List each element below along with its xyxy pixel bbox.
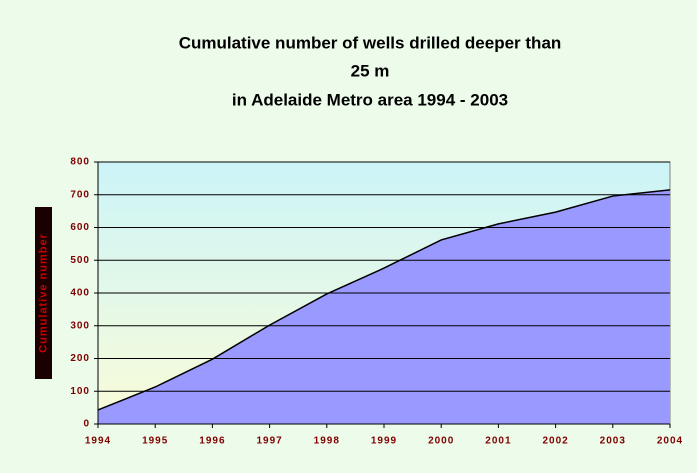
- x-tick-label: 1997: [256, 436, 282, 447]
- chart-title: in Adelaide Metro area 1994 - 2003: [232, 90, 508, 109]
- y-tick-label: 400: [70, 288, 90, 299]
- x-tick-label: 1998: [314, 436, 340, 447]
- y-tick-label: 800: [70, 157, 90, 168]
- y-tick-label: 700: [70, 189, 90, 200]
- x-tick-label: 2000: [428, 436, 454, 447]
- y-tick-label: 300: [70, 320, 90, 331]
- y-tick-label: 600: [70, 222, 90, 233]
- chart-title: Cumulative number of wells drilled deepe…: [179, 33, 562, 52]
- plot: [97, 161, 671, 425]
- x-tick-label: 2003: [600, 436, 626, 447]
- y-tick-label: 500: [70, 255, 90, 266]
- area: [98, 189, 670, 424]
- chart-title: 25 m: [351, 61, 390, 80]
- x-tick-label: 2002: [542, 436, 568, 447]
- y-tick-label: 200: [70, 353, 90, 364]
- x-tick-label: 1999: [371, 436, 397, 447]
- x-tick-label: 2001: [485, 436, 511, 447]
- y-label-box: [35, 207, 52, 379]
- y-tick-label: 100: [70, 386, 90, 397]
- area-line: [97, 189, 671, 411]
- x-tick-label: 1994: [85, 436, 111, 447]
- x-tick-label: 1996: [199, 436, 225, 447]
- y-axis-label: Cumulative number: [37, 233, 49, 353]
- y-tick-label: 0: [83, 419, 90, 430]
- x-tick-label: 1995: [142, 436, 168, 447]
- x-tick-label: 2004: [657, 436, 683, 447]
